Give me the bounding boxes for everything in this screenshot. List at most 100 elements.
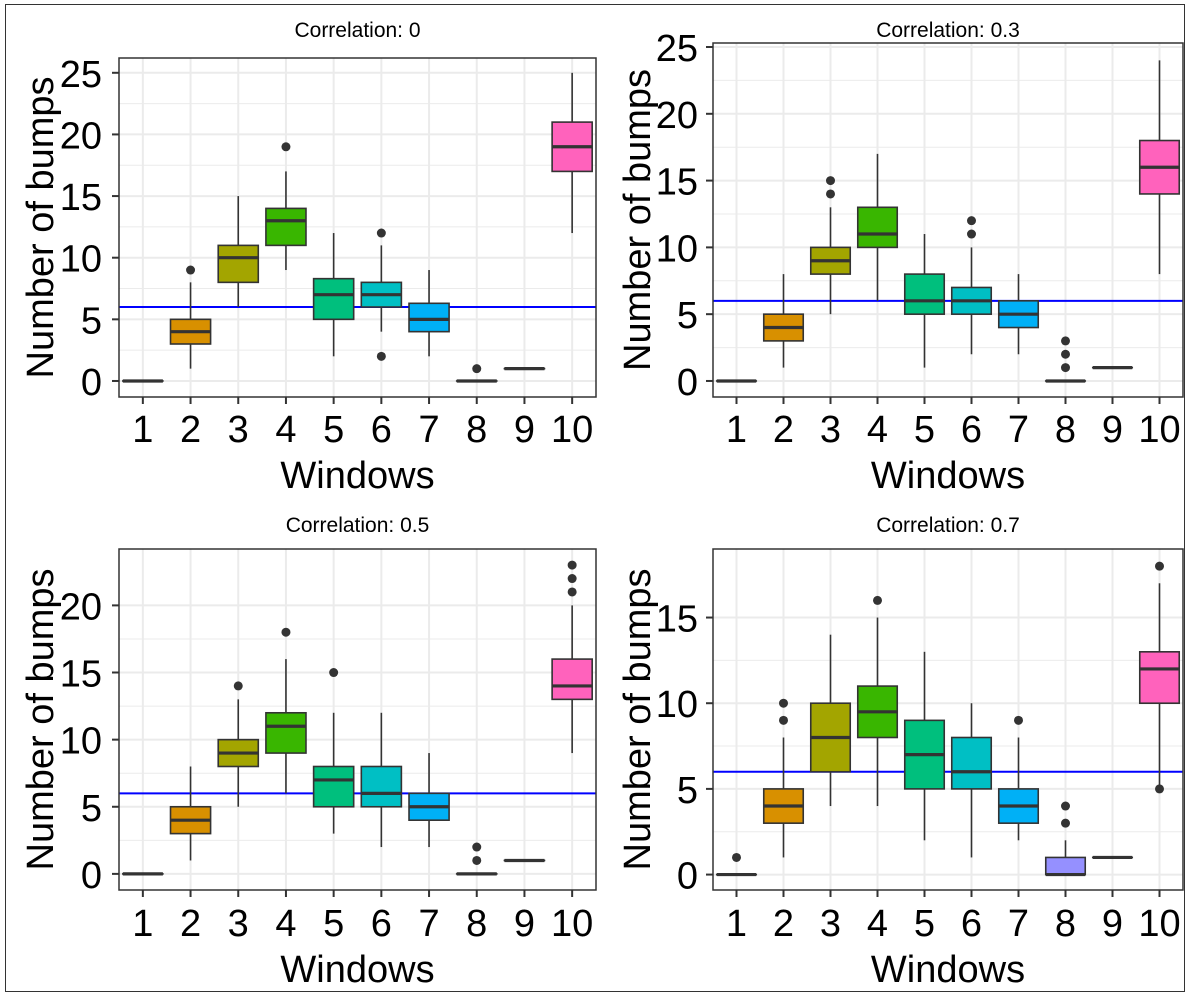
x-tick-label: 8 bbox=[466, 903, 487, 945]
x-tick-label: 1 bbox=[132, 903, 153, 945]
box-window-4 bbox=[856, 153, 899, 301]
outlier-point bbox=[826, 189, 835, 199]
box-iqr bbox=[312, 765, 355, 808]
y-tick-label: 20 bbox=[60, 586, 102, 628]
x-tick-label: 7 bbox=[418, 903, 439, 945]
x-tick-label: 6 bbox=[961, 409, 982, 451]
x-tick-label: 5 bbox=[323, 409, 344, 451]
panel-title: Correlation: 0.5 bbox=[286, 514, 430, 537]
box-window-7 bbox=[997, 274, 1040, 355]
panel-title: Correlation: 0.7 bbox=[876, 514, 1020, 537]
box-window-7 bbox=[997, 715, 1040, 841]
outlier-point bbox=[567, 560, 577, 570]
y-tick-label: 20 bbox=[656, 95, 698, 137]
box-window-4 bbox=[265, 142, 307, 271]
y-tick-label: 5 bbox=[677, 295, 698, 337]
x-tick-label: 4 bbox=[867, 409, 888, 451]
outlier-point bbox=[281, 142, 291, 152]
box-iqr bbox=[312, 277, 355, 321]
box-iqr bbox=[856, 206, 899, 249]
y-tick-label: 0 bbox=[677, 362, 698, 404]
x-tick-label: 9 bbox=[514, 409, 535, 451]
outlier-point bbox=[873, 595, 882, 605]
outlier-point bbox=[376, 351, 386, 361]
outlier-point bbox=[1155, 561, 1164, 571]
panel-border bbox=[118, 548, 597, 891]
y-tick-label: 5 bbox=[677, 770, 698, 812]
box-iqr bbox=[217, 244, 260, 284]
box-iqr bbox=[903, 273, 946, 315]
outlier-point bbox=[1061, 336, 1070, 346]
box-window-3 bbox=[809, 176, 852, 315]
outlier-point bbox=[472, 364, 482, 374]
y-tick-label: 15 bbox=[656, 162, 698, 204]
x-tick-label: 6 bbox=[371, 903, 392, 945]
x-tick-label: 4 bbox=[275, 409, 296, 451]
y-tick-label: 10 bbox=[60, 721, 102, 763]
y-tick-label: 0 bbox=[677, 856, 698, 898]
box-window-2 bbox=[169, 265, 212, 369]
x-tick-label: 1 bbox=[726, 409, 747, 451]
x-tick-label: 10 bbox=[551, 409, 593, 451]
panel-border bbox=[712, 548, 1184, 891]
x-tick-label: 9 bbox=[1102, 903, 1123, 945]
outlier-point bbox=[1155, 784, 1164, 794]
panel-title: Correlation: 0.3 bbox=[876, 19, 1020, 42]
x-tick-label: 5 bbox=[914, 409, 935, 451]
x-tick-label: 2 bbox=[180, 409, 201, 451]
y-tick-label: 25 bbox=[60, 54, 102, 96]
outlier-point bbox=[1061, 818, 1070, 828]
x-tick-label: 3 bbox=[228, 903, 249, 945]
box-window-2 bbox=[762, 698, 805, 858]
box-window-6 bbox=[950, 216, 993, 355]
box-window-10 bbox=[1138, 60, 1181, 275]
x-axis-label: Windows bbox=[280, 455, 434, 497]
y-tick-label: 15 bbox=[656, 599, 698, 641]
x-axis-label: Windows bbox=[280, 949, 434, 991]
x-tick-label: 7 bbox=[1008, 409, 1029, 451]
outlier-point bbox=[472, 855, 482, 865]
panel-border bbox=[118, 57, 597, 398]
y-axis-label: Number of bumps bbox=[617, 69, 659, 371]
box-window-5 bbox=[903, 651, 946, 841]
y-tick-label: 10 bbox=[656, 684, 698, 726]
box-window-8 bbox=[455, 842, 498, 876]
y-tick-label: 5 bbox=[81, 788, 102, 830]
x-tick-label: 3 bbox=[820, 409, 841, 451]
figure-border bbox=[5, 4, 1185, 992]
x-tick-label: 6 bbox=[371, 409, 392, 451]
box-window-6 bbox=[950, 703, 993, 858]
outlier-point bbox=[376, 228, 386, 238]
box-window-3 bbox=[217, 681, 260, 807]
outlier-point bbox=[567, 587, 577, 597]
x-tick-label: 8 bbox=[1055, 903, 1076, 945]
y-tick-label: 0 bbox=[81, 855, 102, 897]
y-axis-label: Number of bumps bbox=[617, 568, 659, 870]
y-tick-label: 5 bbox=[81, 300, 102, 342]
x-tick-label: 4 bbox=[275, 903, 296, 945]
x-tick-label: 7 bbox=[1008, 903, 1029, 945]
x-tick-label: 8 bbox=[1055, 409, 1076, 451]
box-window-10 bbox=[551, 72, 593, 234]
box-window-7 bbox=[408, 753, 450, 848]
box-window-4 bbox=[856, 595, 899, 807]
panel-border bbox=[712, 42, 1184, 398]
box-window-5 bbox=[312, 233, 355, 357]
box-window-8 bbox=[1044, 336, 1087, 383]
y-axis-label: Number of bumps bbox=[20, 568, 62, 870]
outlier-point bbox=[186, 265, 196, 275]
outlier-point bbox=[1061, 363, 1070, 373]
box-window-3 bbox=[809, 634, 852, 807]
x-tick-label: 10 bbox=[551, 903, 593, 945]
y-tick-label: 25 bbox=[656, 28, 698, 70]
x-tick-label: 7 bbox=[418, 409, 439, 451]
x-tick-label: 5 bbox=[323, 903, 344, 945]
box-window-8 bbox=[1044, 801, 1087, 877]
box-window-5 bbox=[903, 234, 946, 368]
outlier-point bbox=[1014, 715, 1023, 725]
